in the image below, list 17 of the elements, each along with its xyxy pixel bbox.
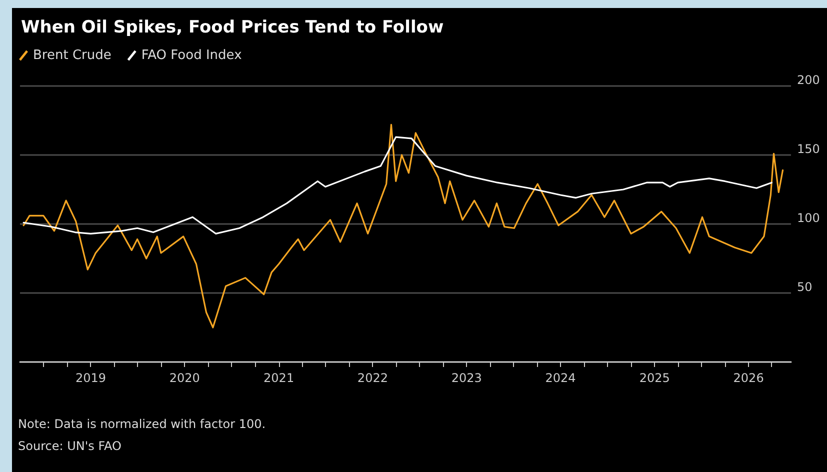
text: Note: Data is normalized with factor 100. [18, 417, 266, 431]
x-tick-label: 2022 [357, 371, 388, 385]
x-tick-label: 2026 [733, 371, 764, 385]
y-tick-label: 50 [797, 280, 812, 294]
y-tick-label: 150 [797, 142, 820, 156]
y-tick-label: 100 [797, 211, 820, 225]
chart-title: When Oil Spikes, Food Prices Tend to Follow [21, 18, 444, 38]
legend-label: Brent Crude [33, 48, 112, 63]
x-tick-label: 2021 [264, 371, 294, 385]
x-tick-label: 2025 [639, 371, 670, 385]
x-tick-label: 2024 [545, 371, 576, 385]
x-tick-label: 2020 [169, 371, 200, 385]
x-tick-label: 2023 [451, 371, 482, 385]
x-tick-label: 2019 [75, 371, 106, 385]
y-tick-label: 200 [797, 73, 820, 87]
source-note: Source: UN's FAO [18, 439, 122, 453]
legend-label: FAO Food Index [141, 48, 242, 63]
